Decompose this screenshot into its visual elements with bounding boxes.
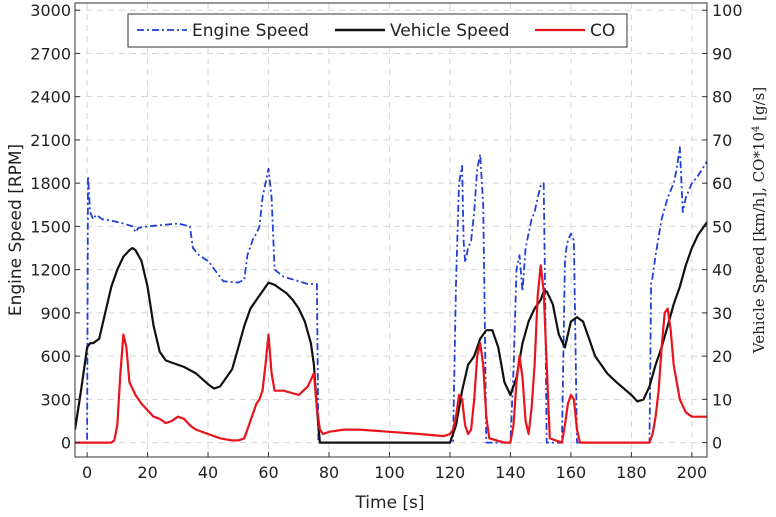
y-left-tick-label: 600: [40, 347, 71, 366]
y-right-axis-label-sup: 4: [751, 126, 762, 132]
y-right-tick-label: 60: [712, 174, 732, 193]
y-left-tick-label: 2400: [30, 88, 71, 107]
x-tick-label: 200: [677, 463, 708, 482]
y-right-tick-label: 10: [712, 390, 732, 409]
x-tick-label: 60: [258, 463, 278, 482]
legend-label-engine-speed: Engine Speed: [192, 21, 309, 41]
x-tick-label: 20: [137, 463, 157, 482]
series-line-engine-speed: [75, 146, 707, 444]
y-right-axis-label-main: Vehicle Speed [km/h], CO*10: [750, 132, 768, 354]
x-tick-label: 40: [198, 463, 218, 482]
x-tick-label: 160: [556, 463, 587, 482]
y-right-tick-label: 70: [712, 131, 732, 150]
x-axis-label: Time [s]: [354, 493, 424, 513]
legend: Engine Speed Vehicle Speed CO: [127, 13, 628, 48]
series-line-vehicle-speed: [75, 221, 707, 444]
y-right-tick-label: 0: [712, 434, 722, 453]
series-line-co: [75, 264, 707, 444]
y-right-tick-label: 100: [712, 1, 743, 20]
y-left-tick-label: 300: [40, 390, 71, 409]
x-tick-label: 0: [82, 463, 92, 482]
plot-frame: [74, 2, 708, 458]
y-right-tick-label: 50: [712, 217, 732, 236]
y-right-tick-label: 20: [712, 347, 732, 366]
y-left-tick-label: 1800: [30, 174, 71, 193]
x-tick-label: 100: [374, 463, 405, 482]
y-right-tick-label: 40: [712, 261, 732, 280]
tick-layer: 0 20 40 60 80 100 120 140 160 180 2000300600900120…: [30, 1, 742, 482]
legend-label-co: CO: [590, 21, 615, 41]
y-left-axis-label: Engine Speed [RPM]: [6, 144, 26, 316]
y-right-tick-label: 30: [712, 304, 732, 323]
y-left-tick-label: 1200: [30, 261, 71, 280]
series-layer: [75, 146, 707, 444]
x-tick-label: 180: [616, 463, 647, 482]
y-left-tick-label: 2100: [30, 131, 71, 150]
y-right-tick-label: 90: [712, 44, 732, 63]
x-tick-label: 120: [435, 463, 466, 482]
y-left-tick-label: 2700: [30, 44, 71, 63]
x-tick-label: 140: [495, 463, 526, 482]
legend-label-vehicle-speed: Vehicle Speed: [390, 21, 510, 41]
y-left-tick-label: 900: [40, 304, 71, 323]
grid-layer: [75, 3, 707, 457]
y-right-tick-label: 80: [712, 88, 732, 107]
y-right-axis-label: Vehicle Speed [km/h], CO*104 [g/s]: [750, 87, 768, 354]
y-left-tick-label: 3000: [30, 1, 71, 20]
x-tick-label: 80: [319, 463, 339, 482]
y-left-tick-label: 0: [61, 434, 71, 453]
y-right-axis-label-tail: [g/s]: [750, 87, 768, 126]
y-left-tick-label: 1500: [30, 217, 71, 236]
